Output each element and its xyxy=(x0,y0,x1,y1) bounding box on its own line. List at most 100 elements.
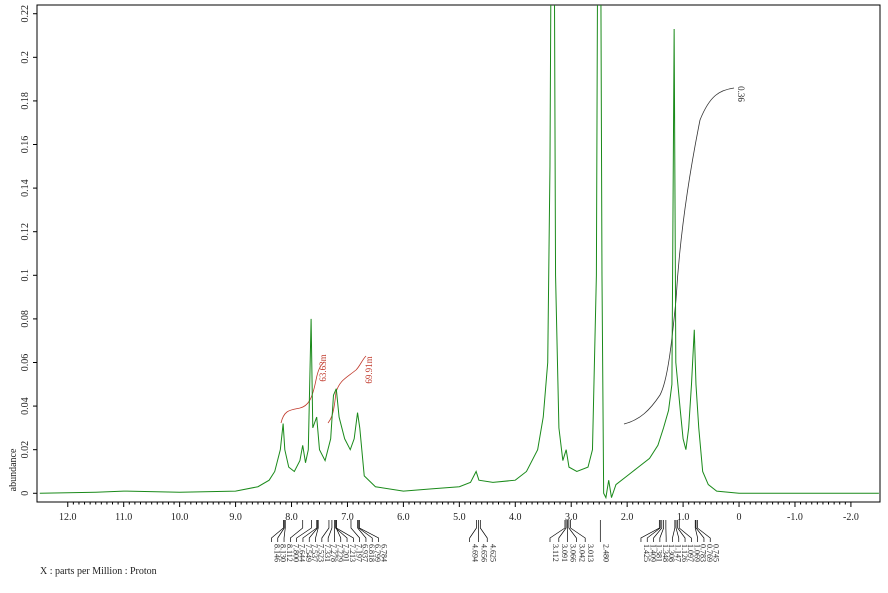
y-axis-label: abundance xyxy=(8,448,19,491)
x-tick-label: -1.0 xyxy=(787,512,803,523)
peak-marker xyxy=(640,520,660,542)
peak-marker xyxy=(677,520,686,542)
integral-curve xyxy=(623,87,735,425)
peak-label: 6.799 xyxy=(373,544,382,562)
peak-marker xyxy=(653,520,663,542)
peak-label: 7.644 xyxy=(298,544,307,562)
peak-label: 7.549 xyxy=(304,544,313,562)
peak-marker xyxy=(549,520,566,542)
peak-marker xyxy=(321,520,330,542)
y-tick-label: 0.22 xyxy=(20,5,31,23)
x-tick-label: 1.0 xyxy=(677,512,690,523)
peak-marker xyxy=(277,520,285,542)
peak-label: 3.112 xyxy=(551,544,560,562)
peak-label: 8.146 xyxy=(272,544,281,562)
peak-label: 1.381 xyxy=(655,544,664,562)
y-tick-label: 0.02 xyxy=(20,441,31,459)
peak-label: 3.066 xyxy=(569,544,578,562)
peak-label: 1.069 xyxy=(692,544,701,562)
peak-marker xyxy=(558,520,567,542)
peak-marker xyxy=(678,520,692,542)
x-tick-label: 8.0 xyxy=(285,512,298,523)
peak-label: 1.409 xyxy=(648,544,657,562)
y-tick-label: 0.18 xyxy=(20,92,31,110)
peak-marker xyxy=(327,520,333,542)
peak-marker xyxy=(694,520,699,542)
peak-label: 6.937 xyxy=(361,544,370,562)
x-tick-label: 6.0 xyxy=(397,512,410,523)
y-tick-label: 0.04 xyxy=(20,397,31,415)
peak-marker xyxy=(357,520,367,542)
peak-label: 7.331 xyxy=(323,544,332,562)
peak-marker xyxy=(283,520,286,542)
x-tick-label: 3.0 xyxy=(565,512,578,523)
x-tick-label: 0 xyxy=(737,512,742,523)
peak-label: 1.147 xyxy=(673,544,682,562)
peak-label: 7.800 xyxy=(291,544,300,562)
peak-marker xyxy=(271,520,284,542)
peak-label: 7.278 xyxy=(329,544,338,562)
x-tick-label: 5.0 xyxy=(453,512,466,523)
x-tick-label: 9.0 xyxy=(229,512,242,523)
peak-label: 7.201 xyxy=(342,544,351,562)
peak-marker xyxy=(308,520,318,542)
peak-label: 8.130 xyxy=(279,544,288,562)
integral-label: 0.36 xyxy=(736,86,746,102)
spectrum-line xyxy=(39,5,879,500)
peak-marker xyxy=(335,520,348,542)
peak-label: 6.818 xyxy=(367,544,376,562)
peak-label: 7.229 xyxy=(335,544,344,562)
peak-label: 7.523 xyxy=(317,544,326,562)
peak-marker xyxy=(359,520,379,542)
peak-label: 6.784 xyxy=(380,544,389,562)
peak-marker xyxy=(479,520,488,542)
peak-marker xyxy=(469,520,477,542)
peak-label: 2.480 xyxy=(601,544,610,562)
peak-marker xyxy=(659,520,664,542)
peak-marker xyxy=(289,520,304,542)
y-tick-label: 0.08 xyxy=(20,310,31,328)
peak-marker xyxy=(315,520,319,542)
peak-marker xyxy=(302,520,318,542)
y-tick-label: 0.1 xyxy=(20,269,31,282)
x-tick-label: 11.0 xyxy=(115,512,132,523)
peak-marker xyxy=(675,520,680,542)
y-tick-label: 0 xyxy=(20,491,31,496)
peak-label: 1.097 xyxy=(686,544,695,562)
peak-marker xyxy=(336,520,354,542)
peak-marker xyxy=(646,520,661,542)
y-tick-label: 0.16 xyxy=(20,136,31,154)
x-axis-label: X : parts per Million : Proton xyxy=(40,566,157,577)
peak-label: 1.348 xyxy=(661,544,670,562)
peak-label: 1.126 xyxy=(680,544,689,562)
y-tick-label: 0.14 xyxy=(20,179,31,197)
y-tick-label: 0.06 xyxy=(20,354,31,372)
peak-label: 0.769 xyxy=(705,544,714,562)
peak-marker xyxy=(672,520,676,542)
peak-label: 3.091 xyxy=(560,544,569,562)
plot-frame xyxy=(36,4,881,503)
peak-label: 8.112 xyxy=(285,544,294,562)
peak-label: 0.745 xyxy=(711,544,720,562)
peak-marker xyxy=(568,520,577,542)
integral-label: 69.91m xyxy=(364,356,374,383)
peak-label: 7.213 xyxy=(348,544,357,562)
peak-label: 3.013 xyxy=(586,544,595,562)
x-tick-label: 2.0 xyxy=(621,512,634,523)
peak-label: 7.197 xyxy=(354,544,363,562)
peak-marker xyxy=(350,520,360,542)
integral-label: 63.63m xyxy=(318,354,328,381)
peak-label: 4.625 xyxy=(488,544,497,562)
peak-marker xyxy=(697,520,711,542)
peak-label: 0.783 xyxy=(699,544,708,562)
x-tick-label: -2.0 xyxy=(843,512,859,523)
peak-label: 4.694 xyxy=(471,544,480,562)
peak-label: 1.425 xyxy=(642,544,651,562)
peak-marker xyxy=(695,520,705,542)
peak-marker xyxy=(358,520,373,542)
x-tick-label: 4.0 xyxy=(509,512,522,523)
peak-label: 4.656 xyxy=(479,544,488,562)
x-tick-label: 7.0 xyxy=(341,512,354,523)
y-tick-label: 0.2 xyxy=(20,51,31,64)
